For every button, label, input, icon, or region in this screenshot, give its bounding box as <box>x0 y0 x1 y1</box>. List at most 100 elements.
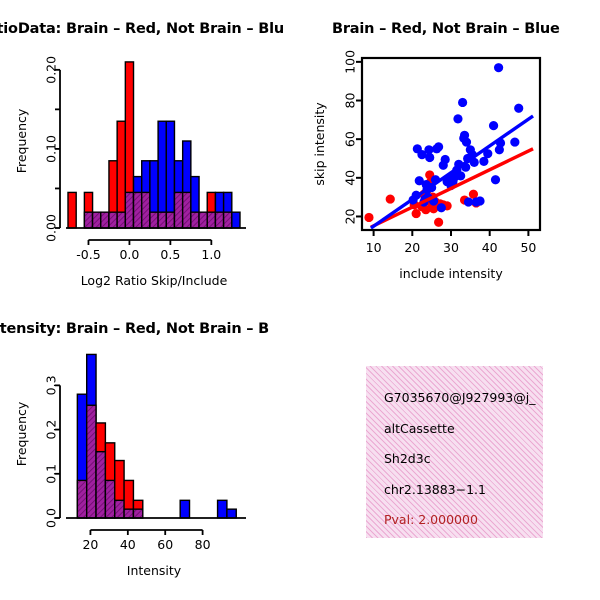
y-axis-tick-label: 40 <box>343 170 358 186</box>
scatter-point <box>456 171 466 181</box>
histogram-bar-overlap <box>124 191 135 229</box>
scatter-point <box>411 208 421 219</box>
histogram-bar-overlap <box>214 211 225 229</box>
y-axis-tick-label: 0.2 <box>44 420 59 440</box>
y-axis-tick-label: 100 <box>343 50 358 74</box>
x-axis-label: Log2 Ratio Skip/Include <box>81 273 228 288</box>
scatter-point <box>490 175 501 185</box>
histogram-bar-overlap <box>198 211 208 229</box>
pval-text: Pval: 2.000000 <box>384 512 478 527</box>
y-axis-tick-label: 0.0 <box>44 508 59 528</box>
x-axis-tick-label: 20 <box>404 240 420 255</box>
scatter-point <box>417 150 427 160</box>
histogram-bar-overlap <box>91 211 102 229</box>
infobox-hatch-pattern <box>366 366 543 538</box>
histogram-bar-overlap <box>104 479 116 519</box>
regression-line-red <box>370 147 534 229</box>
histogram-bar <box>231 211 241 229</box>
histogram-bar-overlap <box>206 211 217 229</box>
histogram-bar-overlap <box>149 211 159 229</box>
histogram-bar-overlap <box>132 508 144 519</box>
y-axis-tick-label: 60 <box>343 131 358 147</box>
axes-group <box>55 384 246 535</box>
scatter-point <box>440 154 450 165</box>
scatter-point <box>434 217 444 227</box>
x-axis-tick-label: 20 <box>82 537 98 552</box>
scatter-point <box>493 63 504 73</box>
x-axis-tick-label: 40 <box>482 240 498 255</box>
scatter-point <box>479 156 489 166</box>
histogram-bar-overlap <box>85 404 97 519</box>
histogram-bars-group <box>76 353 237 519</box>
scatter-point <box>434 142 444 152</box>
scatter-point <box>364 212 374 223</box>
y-axis-label: skip intensity <box>312 102 327 186</box>
scatter-point <box>425 152 435 163</box>
histogram-bar-overlap <box>222 211 233 229</box>
y-axis-tick-label: 0.00 <box>44 214 59 242</box>
scatter-point <box>424 145 434 155</box>
histogram-bars-group <box>67 61 241 229</box>
x-axis-tick-label: 1.0 <box>201 247 221 262</box>
scatter-point <box>436 203 446 213</box>
x-axis-tick-label: 0.0 <box>119 247 139 262</box>
scatter-point <box>494 145 504 155</box>
y-axis-tick-label: 80 <box>343 93 358 109</box>
scatter-point <box>385 194 395 204</box>
axes-group <box>356 60 530 236</box>
x-axis-tick-label: 40 <box>120 537 136 552</box>
locus-text: chr2.13883−1.1 <box>384 481 486 497</box>
intensity-histogram-plot: 0.0 0.1 0.2 0.3 20 40 60 80 Intensity Frequency <box>14 353 246 578</box>
histogram-bar-overlap <box>114 499 125 519</box>
scatter-point <box>514 103 524 113</box>
scatter-point <box>468 189 479 199</box>
histogram-bar <box>179 499 191 519</box>
y-axis-tick-label: 20 <box>343 208 358 224</box>
gene-name-text: Sh2d3c <box>384 451 431 466</box>
scatter-point <box>510 137 520 147</box>
x-axis-tick-label: 0.5 <box>160 247 180 262</box>
histogram-bar-overlap <box>132 191 143 229</box>
histogram-bar-overlap <box>181 191 192 229</box>
x-axis-tick-label: 10 <box>366 240 382 255</box>
y-axis-label: Frequency <box>14 108 29 173</box>
histogram-bar-overlap <box>100 211 110 229</box>
scatter-point <box>421 205 431 215</box>
x-axis-tick-label: 80 <box>195 537 211 552</box>
y-axis-tick-label: 0.20 <box>44 56 59 84</box>
scatter-point <box>488 121 499 131</box>
intensity-histogram-panel: ne Itensity: Brain – Red, Not Brain – B … <box>0 318 300 600</box>
x-axis-tick-label: 30 <box>443 240 459 255</box>
y-axis-tick-label: 0.3 <box>44 375 59 395</box>
scatter-panel: Brain – Red, Not Brain – Blue 20 40 60 80 10… <box>300 18 600 318</box>
scatter-point <box>483 149 493 159</box>
histogram-bar-overlap <box>157 211 167 229</box>
histogram-bar-overlap <box>165 211 176 229</box>
scatter-point <box>453 114 463 124</box>
ratio-histogram-plot: 0.00 0.10 0.20 -0.5 0.0 0.5 1.0 Log2 Ratio Skip… <box>14 56 246 288</box>
histogram-bar <box>226 508 237 519</box>
axes-group <box>55 68 246 245</box>
event-id-text: G7035670@J927993@j_ <box>384 390 536 405</box>
y-axis-label: Frequency <box>14 401 29 466</box>
histogram-bar-overlap <box>173 191 184 229</box>
histogram-bar-overlap <box>76 479 88 519</box>
scatter-point <box>463 197 474 207</box>
scatter-point <box>461 137 472 147</box>
scatter-content-group <box>364 63 535 229</box>
scatter-point <box>458 97 468 108</box>
x-axis-tick-label: 50 <box>520 240 536 255</box>
histogram-bar-overlap <box>123 508 135 519</box>
histogram-bar-overlap <box>83 211 94 229</box>
ratio-histogram-title: RatioData: Brain – Red, Not Brain – Blu <box>0 21 285 37</box>
scatter-point <box>414 176 424 186</box>
event-type-text: altCassette <box>384 420 455 436</box>
scatter-title: Brain – Red, Not Brain – Blue <box>332 21 560 37</box>
histogram-bar-overlap <box>141 191 151 229</box>
regression-line-blue <box>369 114 535 229</box>
histogram-bar-overlap <box>108 211 118 229</box>
x-axis-tick-label: 60 <box>157 537 173 552</box>
ratio-histogram-panel: RatioData: Brain – Red, Not Brain – Blu … <box>0 18 300 318</box>
scatter-point <box>475 196 485 206</box>
x-axis-label: include intensity <box>399 266 503 281</box>
